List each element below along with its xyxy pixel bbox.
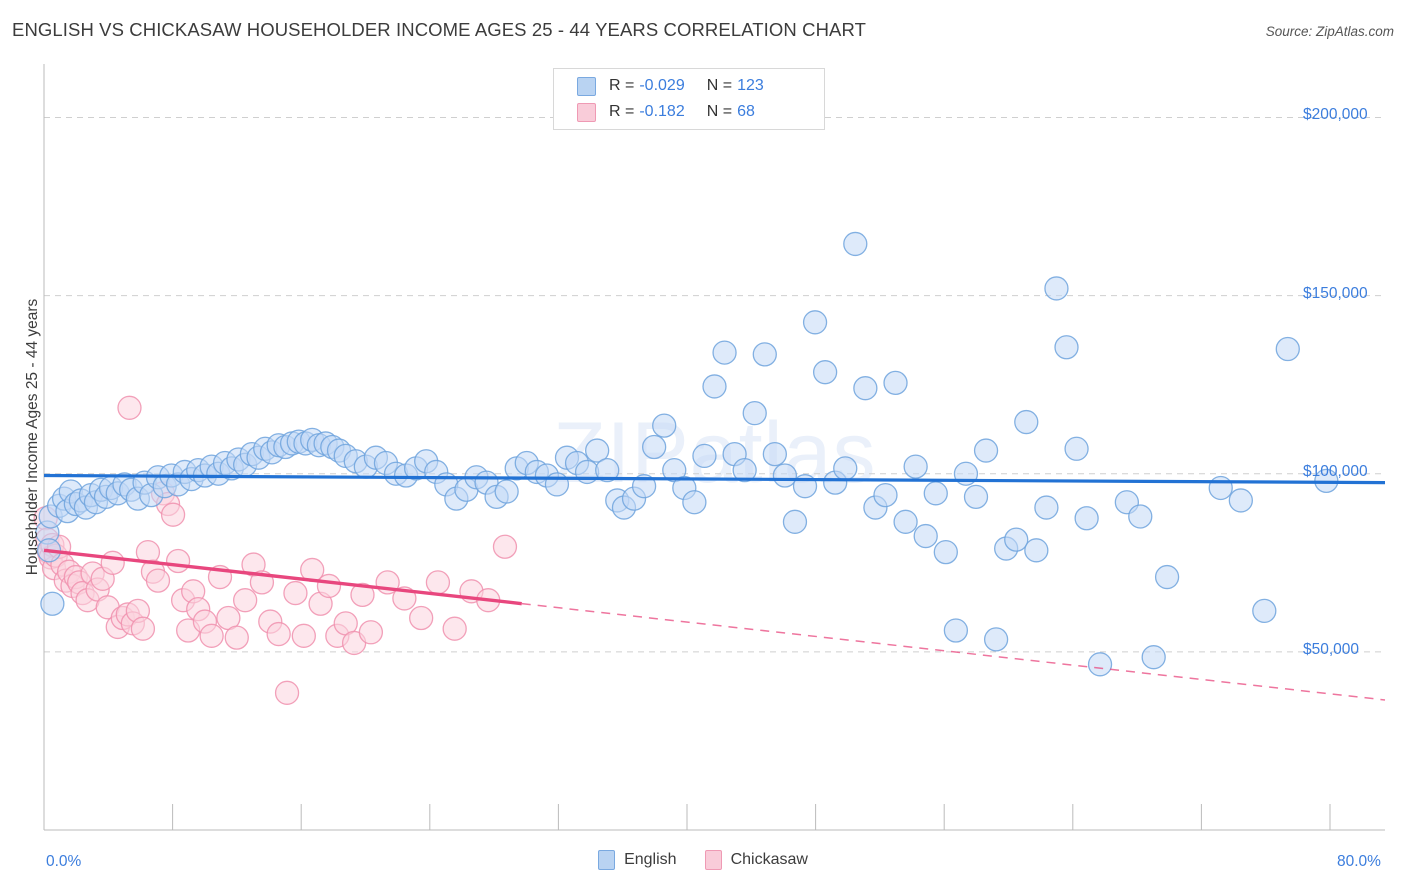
x-tick-label-max: 80.0% bbox=[1337, 853, 1381, 870]
r-label: R = bbox=[609, 103, 635, 120]
r-value: -0.182 bbox=[639, 103, 685, 120]
x-tick-label-min: 0.0% bbox=[46, 853, 82, 870]
correlation-stats-legend: R = -0.029 N = 123 R = -0.182 N = 68 bbox=[553, 68, 825, 130]
chickasaw-legend-swatch-icon bbox=[704, 850, 722, 870]
stats-row-chickasaw: R = -0.182 N = 68 bbox=[554, 99, 824, 125]
chickasaw-swatch-icon bbox=[577, 102, 596, 122]
page-title: ENGLISH VS CHICKASAW HOUSEHOLDER INCOME … bbox=[12, 19, 867, 40]
x-axis-ticks bbox=[43, 804, 1331, 830]
source-attribution: Source: ZipAtlas.com bbox=[1265, 24, 1394, 39]
legend-item-english[interactable]: English bbox=[598, 850, 677, 870]
n-value: 123 bbox=[737, 77, 764, 94]
y-tick-label: $200,000 bbox=[1303, 106, 1368, 124]
gridlines bbox=[44, 116, 1385, 653]
y-tick-label: $50,000 bbox=[1303, 640, 1360, 658]
y-tick-label: $150,000 bbox=[1303, 284, 1368, 302]
chickasaw-trendline bbox=[43, 548, 1386, 701]
y-tick-label: $100,000 bbox=[1303, 462, 1368, 480]
r-value: -0.029 bbox=[639, 77, 685, 94]
legend-label: Chickasaw bbox=[730, 851, 808, 868]
legend-label: English bbox=[624, 851, 677, 868]
series-legend: English Chickasaw bbox=[0, 850, 1406, 870]
n-value: 68 bbox=[737, 103, 755, 120]
r-label: R = bbox=[609, 77, 635, 94]
english-swatch-icon bbox=[577, 76, 596, 96]
stats-row-english: R = -0.029 N = 123 bbox=[554, 73, 824, 99]
axis-lines bbox=[43, 64, 1385, 831]
n-label: N = bbox=[706, 103, 733, 120]
n-label: N = bbox=[706, 77, 733, 94]
english-legend-swatch-icon bbox=[598, 850, 616, 870]
english-trendline bbox=[43, 473, 1386, 485]
legend-item-chickasaw[interactable]: Chickasaw bbox=[704, 850, 808, 870]
